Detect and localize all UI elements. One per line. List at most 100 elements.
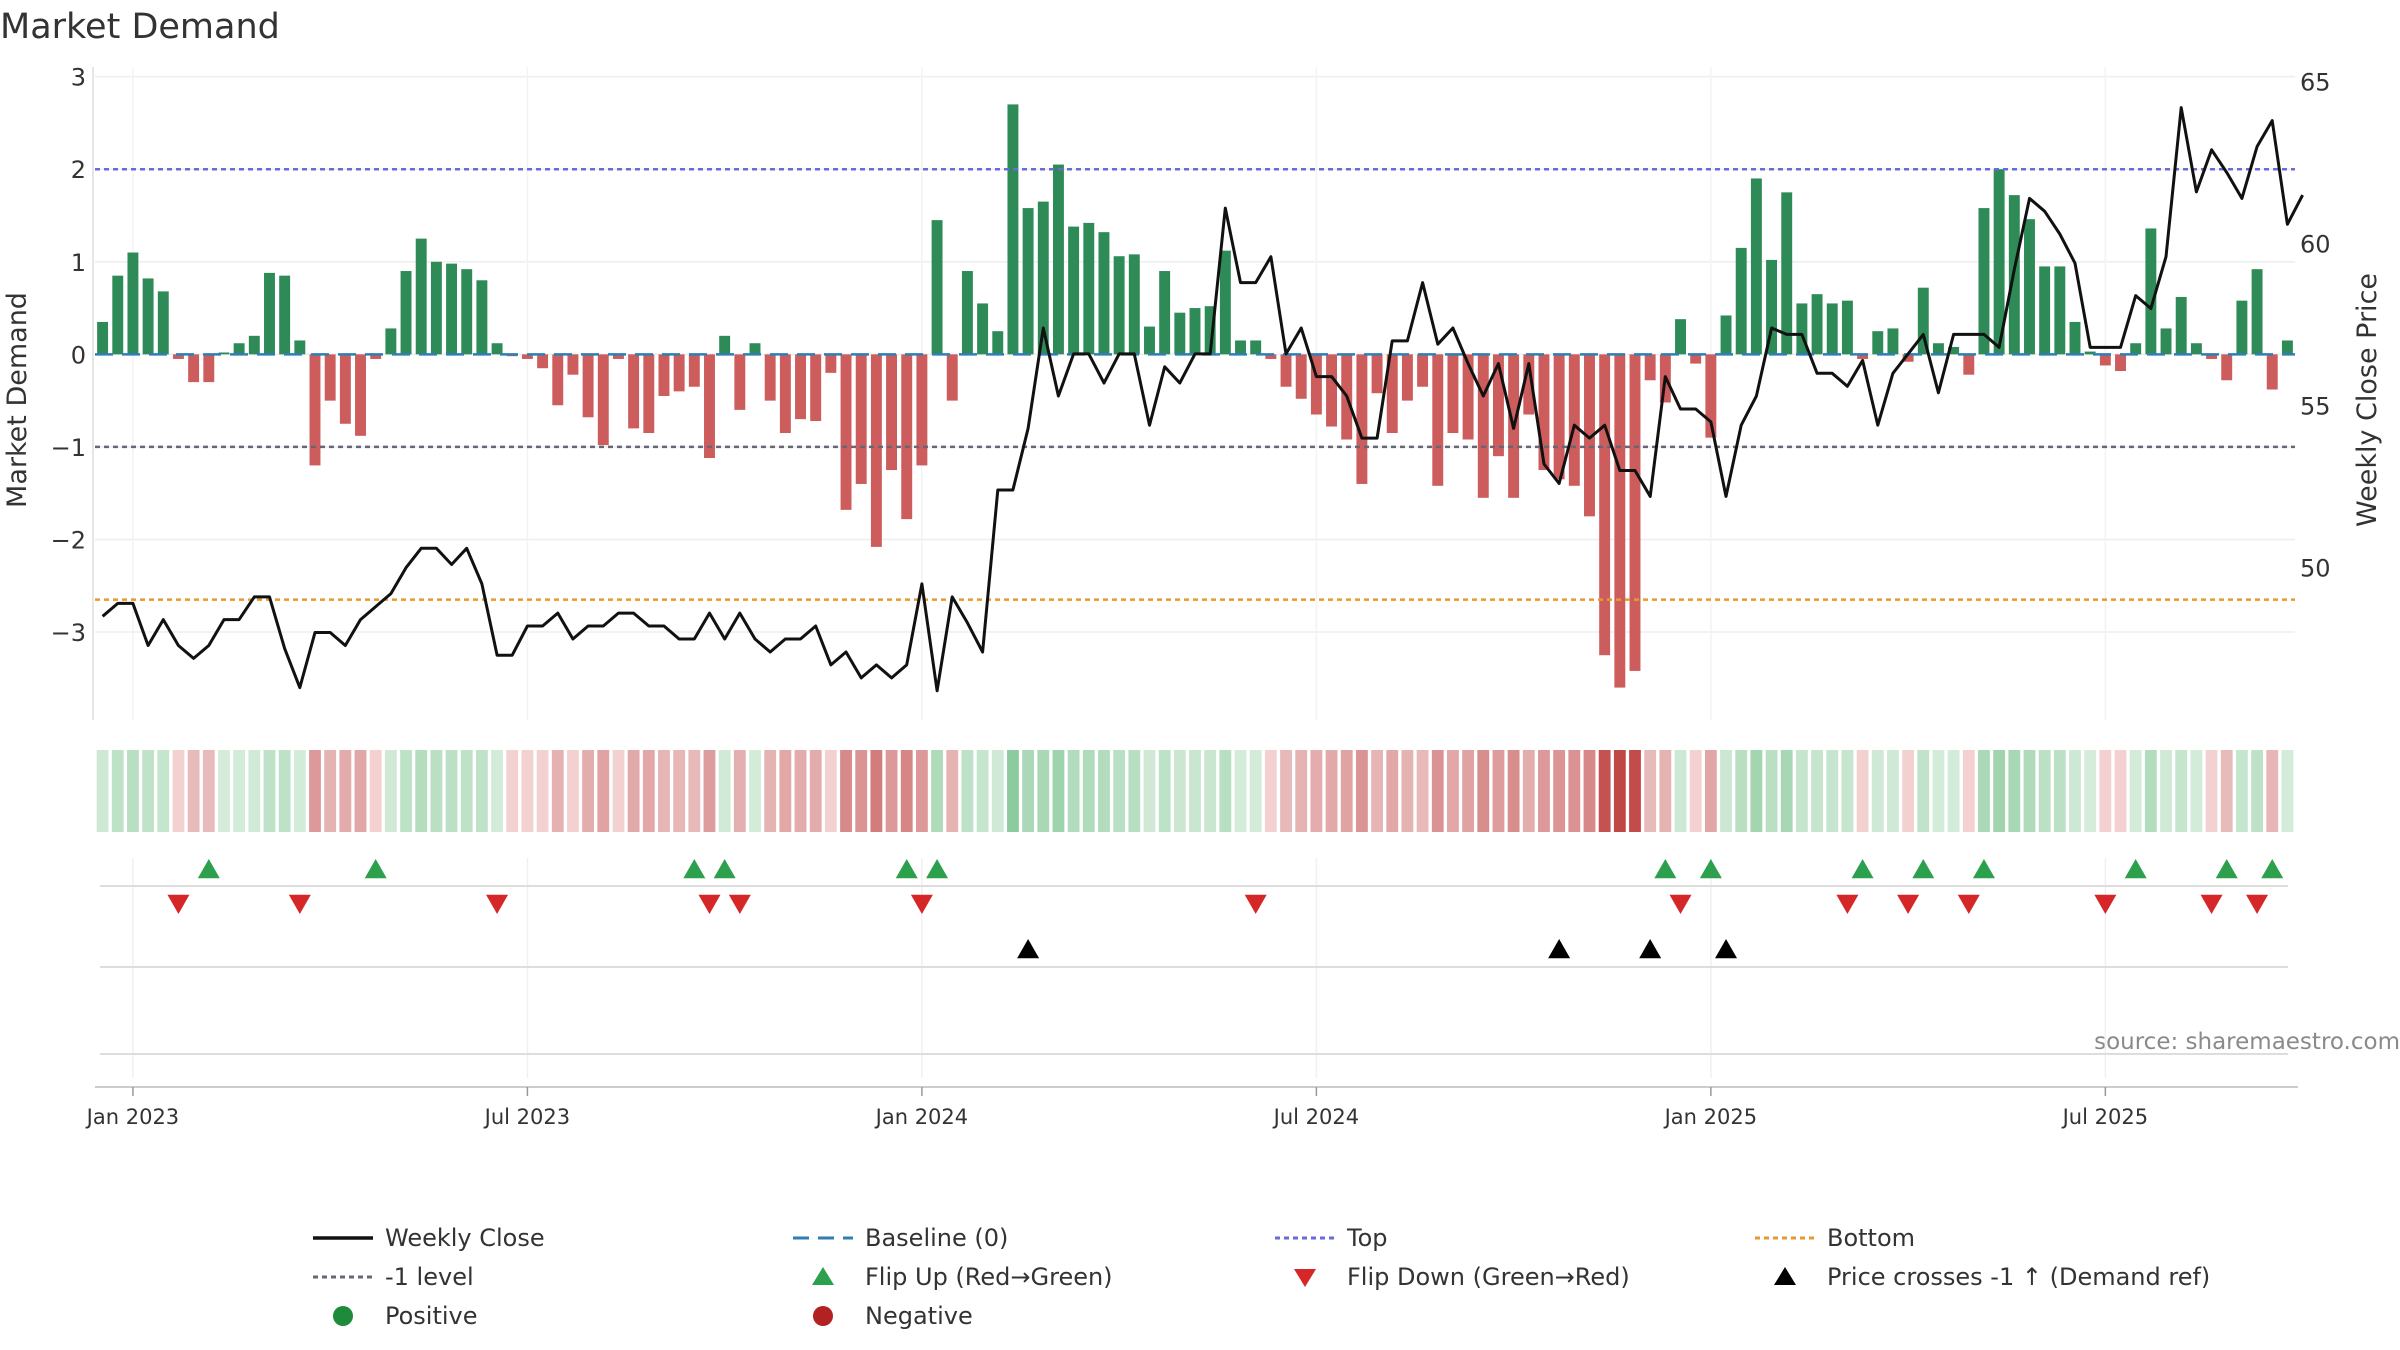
- flip-up-marker: [197, 859, 220, 879]
- heat-strip-cell: [1674, 750, 1687, 832]
- demand-bar: [1584, 354, 1595, 517]
- legend-entry: Flip Up (Red→Green): [812, 1263, 1113, 1291]
- heat-strip-cell: [627, 750, 640, 832]
- heat-strip-cell: [870, 750, 883, 832]
- heat-strip-cell: [1173, 750, 1186, 832]
- demand-bar: [1083, 222, 1095, 355]
- flip-down-marker: [288, 894, 311, 914]
- demand-bar: [628, 354, 640, 429]
- legend-entry: Top: [1275, 1224, 1388, 1252]
- demand-bar: [612, 354, 624, 359]
- demand-bar: [172, 354, 184, 359]
- demand-bar: [309, 354, 321, 466]
- demand-bar: [1401, 354, 1413, 401]
- legend-swatch-triangle-up: [812, 1267, 834, 1285]
- demand-bar: [127, 252, 139, 355]
- demand-bar: [142, 278, 154, 355]
- demand-bar: [1432, 354, 1444, 486]
- demand-bar: [1796, 303, 1808, 355]
- heat-strip-cell: [536, 750, 549, 832]
- demand-bar: [1037, 201, 1049, 355]
- heat-strip-cell: [2008, 750, 2021, 832]
- heat-strip-cell: [324, 750, 337, 832]
- demand-bar: [2281, 340, 2293, 355]
- demand-bar: [355, 354, 366, 436]
- demand-bar: [430, 261, 442, 355]
- heat-strip-cell: [1689, 750, 1702, 832]
- weekly-close-line: [101, 106, 2304, 693]
- flip-down-marker: [2200, 894, 2223, 914]
- heat-strip-cell: [1007, 750, 1019, 832]
- heat-strip-cell: [339, 750, 352, 832]
- heat-strip-cell: [2251, 750, 2263, 832]
- heat-strip-cell: [1613, 750, 1626, 832]
- heat-strip-cell: [612, 750, 625, 832]
- demand-bar: [491, 343, 503, 355]
- y2-ticks: 65 60 55 50: [2300, 69, 2331, 583]
- y-tick-label: −1: [51, 434, 86, 462]
- heat-strip-cell: [2053, 750, 2066, 832]
- heat-strip-cell: [900, 750, 913, 832]
- y-tick-label: 0: [71, 341, 86, 369]
- y2-axis-label: Weekly Close Price: [2352, 273, 2383, 527]
- demand-bar: [1614, 354, 1626, 688]
- heat-strip-cell: [1795, 750, 1808, 832]
- flip-down-marker: [1244, 894, 1267, 914]
- heat-strip-cell: [491, 750, 503, 832]
- demand-bar: [2145, 228, 2157, 355]
- demand-bar: [1841, 300, 1853, 355]
- demand-bar: [1932, 343, 1944, 355]
- demand-bar: [749, 343, 761, 355]
- heat-strip-cell: [718, 750, 731, 832]
- demand-bar: [233, 343, 245, 355]
- heat-strip-cell: [202, 750, 215, 832]
- heat-strip-cell: [2175, 750, 2188, 832]
- legend: Weekly Close Baseline (0) Top Bottom -1 leve…: [313, 1224, 2210, 1330]
- demand-bar: [1386, 354, 1398, 434]
- y-tick-label: 2: [71, 156, 86, 184]
- demand-bar: [1159, 271, 1171, 355]
- demand-bar: [1872, 331, 1884, 355]
- heat-strip-cell: [1811, 750, 1823, 832]
- demand-bar: [294, 340, 306, 355]
- demand-bar: [673, 354, 685, 392]
- flip-down-marker: [2094, 894, 2117, 914]
- heat-strip-cell: [1704, 750, 1717, 832]
- heat-strip-cell: [1325, 750, 1338, 832]
- flip-down-marker: [1957, 894, 1980, 914]
- heat-strip-cell: [1629, 750, 1641, 832]
- heat-strip-cell: [309, 750, 321, 832]
- heat-strip-cell: [764, 750, 777, 832]
- demand-heat-strip: [96, 750, 2294, 832]
- legend-entry: -1 level: [313, 1263, 474, 1291]
- demand-bar: [1811, 294, 1823, 355]
- demand-bar: [339, 354, 351, 424]
- demand-bar: [264, 272, 275, 355]
- heat-strip-cell: [1310, 750, 1323, 832]
- demand-bar: [1477, 354, 1489, 498]
- flip-up-marker: [364, 859, 387, 879]
- heat-strip-cell: [1841, 750, 1854, 832]
- demand-bar: [1235, 340, 1246, 355]
- heat-strip-cell: [2235, 750, 2248, 832]
- demand-bar: [946, 354, 958, 401]
- heat-strip-cell: [2190, 750, 2203, 832]
- heat-strip-cell: [2099, 750, 2112, 832]
- demand-bar: [1629, 354, 1641, 671]
- heat-strip-cell: [1386, 750, 1399, 832]
- demand-bar: [370, 354, 382, 359]
- heat-strip-cell: [430, 750, 443, 832]
- heat-strip-cell: [384, 750, 397, 832]
- heat-strip-cell: [749, 750, 761, 832]
- legend-label: Price crosses -1 ↑ (Demand ref): [1827, 1263, 2210, 1291]
- demand-bar: [1857, 354, 1869, 359]
- heat-strip-cell: [1052, 750, 1065, 832]
- demand-bar: [825, 354, 837, 373]
- heat-strip-cell: [642, 750, 655, 832]
- heat-strip-cell: [1280, 750, 1292, 832]
- demand-bar: [734, 354, 746, 410]
- legend-label: Flip Down (Green→Red): [1347, 1263, 1630, 1291]
- price-cross-marker: [1017, 939, 1040, 959]
- demand-bar: [658, 354, 670, 396]
